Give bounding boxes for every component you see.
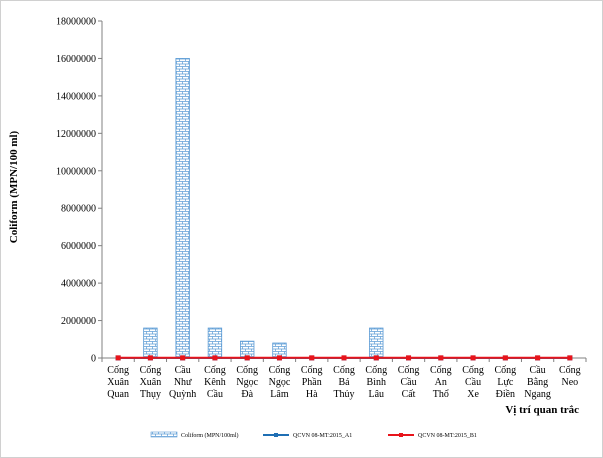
x-tick-label: Phần — [302, 377, 322, 388]
x-tick-label: Neo — [562, 377, 579, 388]
series-point — [438, 355, 444, 361]
x-tick-label: Cầu — [400, 377, 416, 388]
plot-area: 0 2000000 4000000 6000000 8000000 10000000 120… — [56, 17, 587, 400]
x-tick-label: Cống — [333, 365, 355, 376]
x-tick-label: Cống — [462, 365, 484, 376]
x-tick-label: Lực — [497, 377, 514, 388]
y-tick-label: 6000000 — [61, 241, 96, 252]
bar — [175, 58, 190, 359]
x-tick-label: Cầu — [530, 365, 546, 376]
x-tick-label: Như — [174, 377, 192, 388]
y-tick-label: 4000000 — [61, 279, 96, 290]
series-point — [212, 355, 218, 361]
x-tick-label: Cống — [236, 365, 258, 376]
x-tick-label: Ngọc — [236, 377, 258, 388]
x-tick-label: Xuân — [107, 377, 129, 388]
x-tick-label: Hà — [306, 389, 318, 400]
y-tick-label: 12000000 — [56, 129, 96, 140]
y-tick-label: 10000000 — [56, 166, 96, 177]
bar — [207, 327, 223, 359]
bar — [143, 327, 158, 359]
x-tick-label: Quỳnh — [169, 389, 196, 400]
x-tick-label: Cầu — [175, 365, 191, 376]
y-tick-label: 8000000 — [61, 204, 96, 215]
y-tick-label: 0 — [91, 354, 96, 365]
x-axis-label: Vị trí quan trắc — [505, 404, 579, 416]
series-point — [309, 355, 315, 361]
x-tick-label: Kênh — [204, 377, 226, 388]
series-point — [535, 355, 541, 361]
y-tick-label: 2000000 — [61, 316, 96, 327]
x-tick-label: Cống — [301, 365, 323, 376]
series-point — [567, 355, 573, 361]
x-tick-label: Quan — [107, 389, 129, 400]
series-point — [276, 355, 282, 361]
series-point — [147, 355, 153, 361]
x-tick-label: Cống — [107, 365, 129, 376]
x-tick-label: Bá — [338, 377, 350, 388]
x-tick-label: Lâm — [270, 389, 289, 400]
series-point — [180, 355, 186, 361]
legend-label: Coliform (MPN/100ml) — [181, 432, 239, 439]
x-tick-label: Cống — [269, 365, 291, 376]
x-tick-label: Điền — [496, 389, 515, 400]
y-tick-label: 14000000 — [56, 91, 96, 102]
series-point — [244, 355, 250, 361]
legend-marker — [399, 433, 403, 437]
x-tick-label: Cất — [402, 389, 416, 400]
y-tick-label: 18000000 — [56, 17, 96, 28]
y-tick-label: 16000000 — [56, 54, 96, 65]
series-point — [341, 355, 347, 361]
x-tick-label: Cống — [430, 365, 452, 376]
legend: Coliform (MPN/100ml) QCVN 08-MT:2015_A1 QC… — [150, 431, 477, 439]
x-tick-label: Cầu — [465, 377, 481, 388]
x-tick-label: Cống — [140, 365, 162, 376]
series-point — [115, 355, 121, 361]
bar — [369, 327, 384, 359]
x-tick-label: An — [435, 377, 447, 388]
series-point — [373, 355, 379, 361]
x-tick-label: Đà — [241, 389, 253, 400]
x-tick-label: Cầu — [207, 389, 223, 400]
series-point — [502, 355, 508, 361]
x-tick-label: Cống — [494, 365, 516, 376]
x-tick-label: Cống — [365, 365, 387, 376]
series-point — [406, 355, 412, 361]
legend-marker — [274, 433, 278, 437]
y-axis-label: Coliform (MPN/100 ml) — [8, 130, 20, 243]
x-tick-label: Thủy — [333, 389, 354, 400]
x-tick-label: Cống — [398, 365, 420, 376]
legend-label: QCVN 08-MT:2015_B1 — [418, 433, 477, 439]
x-tick-label: Cống — [204, 365, 226, 376]
x-tick-label: Bằng — [527, 377, 548, 388]
x-tick-label: Ngọc — [269, 377, 291, 388]
x-tick-label: Xe — [467, 389, 479, 400]
series-point — [470, 355, 476, 361]
x-tick-label: Thụy — [140, 389, 161, 400]
x-tick-label: Cống — [559, 365, 581, 376]
x-tick-label: Bình — [367, 377, 386, 388]
legend-swatch — [150, 431, 178, 438]
x-tick-label: Thổ — [433, 389, 449, 400]
legend-label: QCVN 08-MT:2015_A1 — [293, 433, 352, 439]
x-tick-label: Xuân — [140, 377, 162, 388]
x-tick-label: Ngang — [524, 389, 551, 400]
x-tick-label: Lâu — [368, 389, 384, 400]
